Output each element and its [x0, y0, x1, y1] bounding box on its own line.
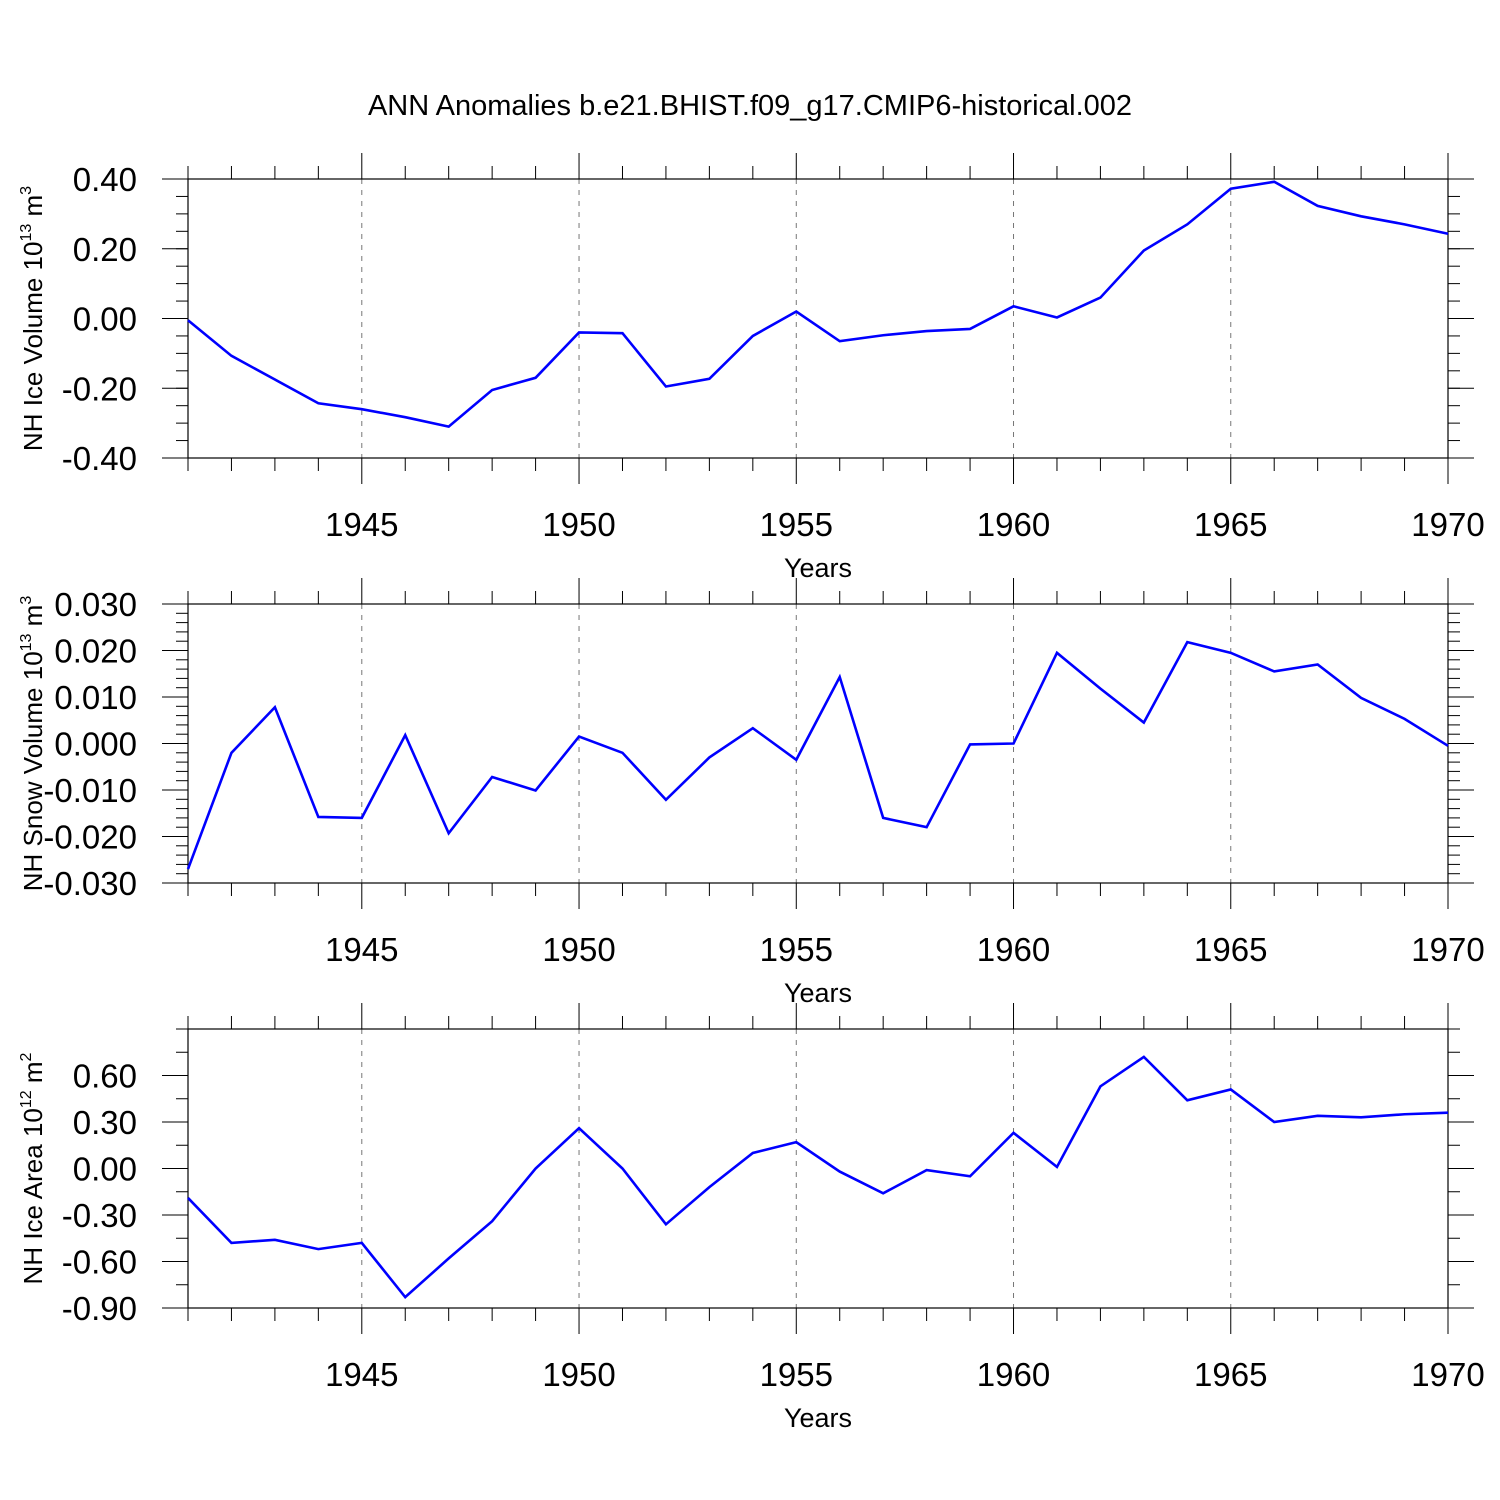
y-tick-label: 0.020 [54, 633, 137, 670]
panel-2: -0.030 -0.020 -0.010 0.000 0.010 0.020 0.030 19… [18, 578, 1485, 1008]
x-axis-label: Years [784, 1403, 852, 1433]
panel-3: -0.90 -0.60 -0.30 0.00 0.30 0.60 1945 1950 1955 1… [18, 1003, 1485, 1433]
y-tick-label: 0.010 [54, 679, 137, 716]
x-tick-label: 1945 [325, 931, 398, 968]
y-tick-label: 0.30 [73, 1104, 137, 1141]
y-axis-label-exponent: 13 [18, 224, 35, 242]
x-tick-label: 1945 [325, 506, 398, 543]
y-axis-label-text: NH Ice Volume 10 [18, 242, 48, 452]
y-axis-label-exponent: 3 [18, 596, 35, 605]
y-tick-label: 0.60 [73, 1058, 137, 1095]
y-axis-label-text: NH Snow Volume 10 [18, 651, 48, 891]
x-tick-label: 1955 [760, 506, 833, 543]
plot-frame [187, 603, 1449, 884]
x-axis-label: Years [784, 553, 852, 583]
y-tick-label: -0.30 [62, 1197, 137, 1234]
x-tick-label: 1950 [542, 1356, 615, 1393]
y-tick-label: 0.20 [73, 231, 137, 268]
y-axis-label-exponent: 2 [18, 1052, 35, 1061]
x-axis-label: Years [784, 978, 852, 1008]
x-tick-label: 1965 [1194, 506, 1267, 543]
y-axis-label-unit: m [18, 605, 48, 634]
x-tick-label: 1950 [542, 506, 615, 543]
y-axis-label-exponent: 13 [18, 633, 35, 651]
y-tick-label: 0.030 [54, 586, 137, 623]
y-tick-label: 0.00 [73, 301, 137, 338]
y-tick-label: -0.030 [43, 865, 137, 902]
x-tick-label: 1945 [325, 1356, 398, 1393]
y-tick-label: 0.000 [54, 726, 137, 763]
x-tick-label: 1960 [977, 506, 1050, 543]
y-tick-label: 0.40 [73, 161, 137, 198]
y-axis-label-text: NH Ice Area 10 [18, 1108, 48, 1284]
y-axis-label-unit: m [18, 195, 48, 224]
plot-frame [187, 178, 1449, 459]
series-line [186, 640, 1449, 870]
y-tick-label: -0.90 [62, 1290, 137, 1327]
chart-title: ANN Anomalies b.e21.BHIST.f09_g17.CMIP6-… [368, 90, 1132, 122]
x-tick-label: 1970 [1411, 931, 1484, 968]
y-axis-label-exponent: 3 [18, 186, 35, 195]
x-tick-label: 1970 [1411, 1356, 1484, 1393]
x-tick-label: 1970 [1411, 506, 1484, 543]
x-tick-label: 1955 [760, 1356, 833, 1393]
series-line [187, 180, 1449, 429]
panel-1: -0.40 -0.20 0.00 0.20 0.40 1945 1950 1955 1960 19… [18, 153, 1485, 583]
y-axis-label: NH Ice Volume 1013 m3 [18, 186, 48, 451]
y-axis-label: NH Snow Volume 1013 m3 [18, 596, 48, 892]
series-line [187, 1055, 1449, 1300]
x-tick-label: 1960 [977, 1356, 1050, 1393]
y-tick-label: -0.020 [43, 819, 137, 856]
x-tick-label: 1965 [1194, 931, 1267, 968]
y-tick-label: -0.40 [62, 440, 137, 477]
y-tick-label: -0.010 [43, 772, 137, 809]
y-axis-label: NH Ice Area 1012 m2 [18, 1052, 48, 1284]
y-tick-label: -0.20 [62, 370, 137, 407]
x-tick-label: 1960 [977, 931, 1050, 968]
x-tick-label: 1950 [542, 931, 615, 968]
x-tick-label: 1965 [1194, 1356, 1267, 1393]
x-tick-label: 1955 [760, 931, 833, 968]
y-axis-label-unit: m [18, 1061, 48, 1090]
plot-frame [187, 1028, 1449, 1309]
y-tick-label: 0.00 [73, 1151, 137, 1188]
y-axis-label-exponent: 12 [18, 1090, 35, 1108]
y-tick-label: -0.60 [62, 1244, 137, 1281]
